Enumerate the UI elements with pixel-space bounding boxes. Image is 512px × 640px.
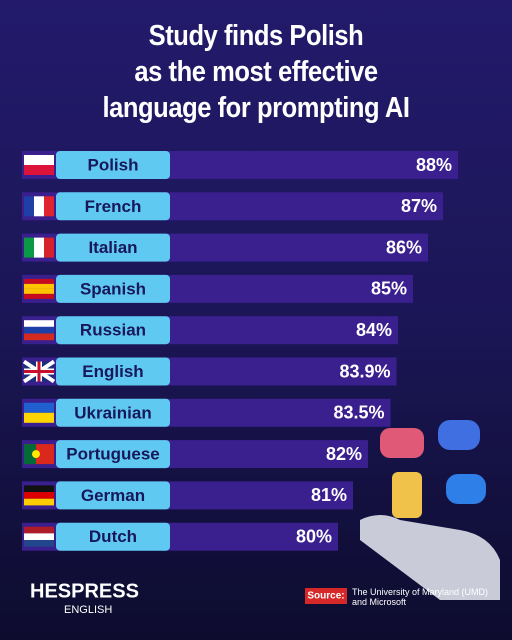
value-label: 81%	[311, 485, 347, 505]
category-label: French	[85, 197, 142, 216]
category-box	[56, 192, 170, 221]
flag	[24, 320, 54, 341]
value-label: 88%	[416, 155, 452, 175]
category-label: Portuguese	[66, 445, 160, 464]
flag	[24, 485, 54, 506]
flag-part	[44, 237, 54, 258]
category-box	[56, 398, 170, 427]
brand-sub: ENGLISH	[64, 604, 112, 616]
flag-part	[24, 333, 54, 341]
category-label: Italian	[88, 238, 137, 257]
flag	[24, 444, 54, 465]
flag-part	[24, 326, 54, 334]
flag-part	[24, 540, 54, 547]
value-label: 84%	[356, 320, 392, 340]
category-box	[56, 440, 170, 469]
flag-part	[24, 196, 34, 217]
brand: HESPRESS	[30, 580, 139, 602]
value-label: 80%	[296, 526, 332, 546]
category-label: German	[81, 486, 145, 505]
category-label: Polish	[87, 155, 138, 174]
flag-part	[34, 196, 44, 217]
category-box	[56, 316, 170, 345]
flag	[24, 402, 54, 423]
flag-part	[44, 196, 54, 217]
category-box	[56, 481, 170, 510]
flag	[24, 237, 54, 258]
flag-part	[24, 533, 54, 541]
flag-part	[32, 450, 40, 459]
category-box	[56, 233, 170, 262]
flag-part	[24, 498, 54, 506]
value-label: 82%	[326, 444, 362, 464]
category-box	[56, 522, 170, 551]
category-label: Dutch	[89, 527, 137, 546]
category-label: Russian	[80, 321, 146, 340]
title: Study finds Polish as the most effective…	[102, 20, 410, 124]
source-label: Source:	[307, 591, 344, 602]
category-label: English	[82, 362, 143, 381]
flag	[24, 526, 54, 547]
flag-part	[24, 155, 54, 165]
flag-part	[24, 237, 34, 258]
flag-part	[24, 412, 54, 423]
value-label: 87%	[401, 196, 437, 216]
value-label: 83.9%	[339, 361, 390, 381]
category-box	[56, 357, 170, 386]
flag-part	[24, 283, 54, 289]
flag-part	[24, 320, 54, 327]
flag-part	[24, 526, 54, 534]
flag-part	[24, 361, 54, 382]
flag-part	[24, 402, 54, 413]
flag	[24, 196, 54, 217]
flag-part	[24, 278, 54, 284]
flag	[24, 278, 54, 299]
flag-part	[24, 288, 54, 294]
flag-part	[24, 293, 54, 299]
flag-part	[24, 485, 54, 493]
category-box	[56, 274, 170, 303]
flag-part	[24, 492, 54, 499]
value-label: 85%	[371, 279, 407, 299]
flag-part	[24, 444, 36, 465]
source-text: The University of Maryland (UMD) and Mic…	[352, 587, 489, 607]
value-label: 86%	[386, 237, 422, 257]
decoration	[360, 420, 500, 600]
category-label: Spanish	[80, 279, 146, 298]
category-label: Ukrainian	[74, 403, 151, 422]
flag	[22, 359, 56, 384]
flag-part	[24, 165, 54, 175]
flag	[24, 155, 54, 175]
flag-part	[34, 237, 44, 258]
source-badge	[305, 588, 347, 604]
value-label: 83.5%	[333, 403, 384, 423]
category-box	[56, 151, 170, 179]
